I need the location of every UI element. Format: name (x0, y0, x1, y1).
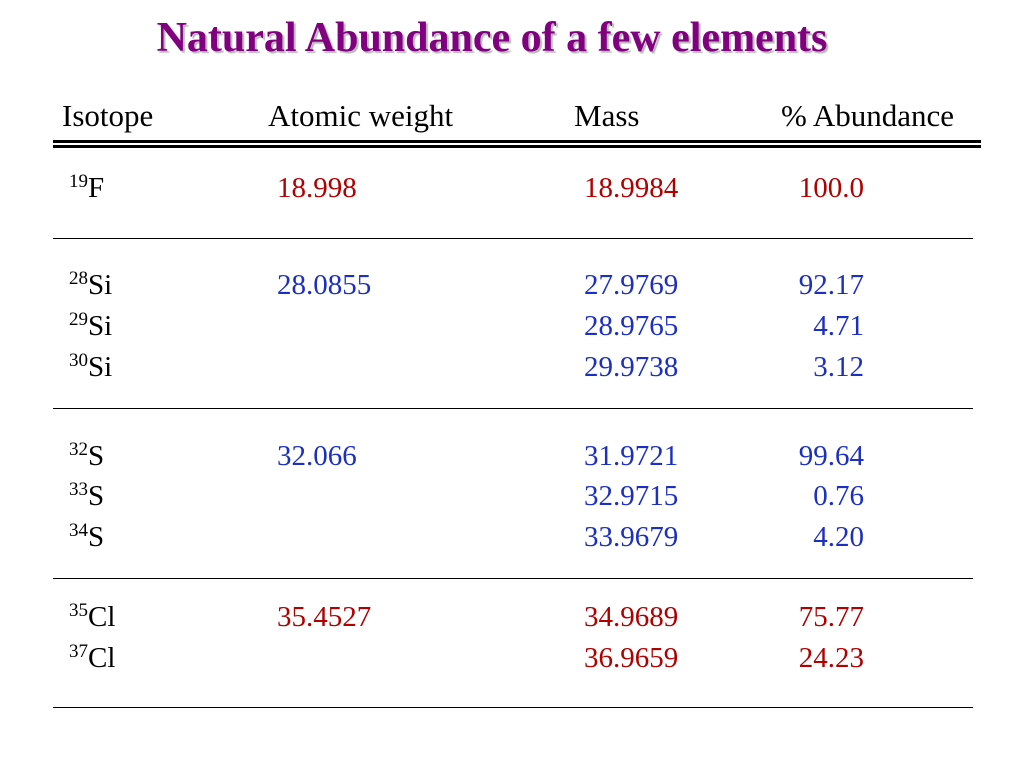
abundance-cell: 4.20 (813, 521, 864, 553)
header-double-rule (53, 140, 981, 148)
isotope-cell: 35Cl (69, 597, 115, 641)
mass-number: 19 (69, 171, 88, 192)
isotope-cell: 19F (69, 168, 104, 212)
mass-number: 33 (69, 479, 88, 500)
atomic-weight-cell: 28.0855 (277, 269, 372, 301)
mass-cell: 33.9679 (584, 521, 679, 553)
isotope-cell: 28Si (69, 265, 112, 309)
isotope-cell: 32S (69, 436, 104, 480)
element-symbol: Si (88, 269, 113, 301)
abundance-cell: 24.23 (798, 642, 864, 674)
mass-cell: 27.9769 (584, 269, 679, 301)
isotope-cell: 29Si (69, 306, 112, 350)
isotope-cell: 33S (69, 476, 104, 520)
element-symbol: S (88, 480, 105, 512)
mass-number: 34 (69, 520, 88, 541)
mass-number: 29 (69, 309, 88, 330)
header-abundance: % Abundance (781, 98, 955, 133)
page-title: Natural Abundance of a few elements (156, 15, 828, 61)
element-symbol: Cl (88, 601, 116, 633)
isotope-cell: 30Si (69, 347, 112, 391)
group-separator (53, 707, 973, 708)
group-separator (53, 238, 973, 239)
isotope-cell: 34S (69, 517, 104, 561)
isotope-cell: 37Cl (69, 638, 115, 682)
element-symbol: Cl (88, 642, 116, 674)
abundance-cell: 3.12 (813, 351, 864, 383)
abundance-cell: 4.71 (813, 310, 864, 342)
header-atomic-weight: Atomic weight (268, 98, 454, 133)
header-isotope: Isotope (62, 98, 154, 133)
mass-number: 28 (69, 268, 88, 289)
abundance-cell: 75.77 (798, 601, 864, 633)
element-symbol: S (88, 440, 105, 472)
mass-cell: 31.9721 (584, 440, 679, 472)
atomic-weight-cell: 35.4527 (277, 601, 372, 633)
mass-cell: 34.9689 (584, 601, 679, 633)
atomic-weight-cell: 32.066 (277, 440, 357, 472)
mass-cell: 28.9765 (584, 310, 679, 342)
mass-number: 35 (69, 600, 88, 621)
group-separator (53, 578, 973, 579)
abundance-cell: 92.17 (798, 269, 864, 301)
element-symbol: Si (88, 351, 113, 383)
abundance-cell: 99.64 (798, 440, 864, 472)
mass-number: 30 (69, 350, 88, 371)
atomic-weight-cell: 18.998 (277, 172, 357, 204)
abundance-cell: 100.0 (798, 172, 864, 204)
element-symbol: F (88, 172, 105, 204)
mass-cell: 32.9715 (584, 480, 679, 512)
mass-number: 32 (69, 439, 88, 460)
group-separator (53, 408, 973, 409)
header-mass: Mass (574, 98, 640, 133)
abundance-cell: 0.76 (813, 480, 864, 512)
mass-cell: 29.9738 (584, 351, 679, 383)
mass-cell: 36.9659 (584, 642, 679, 674)
element-symbol: S (88, 521, 105, 553)
mass-number: 37 (69, 641, 88, 662)
element-symbol: Si (88, 310, 113, 342)
mass-cell: 18.9984 (584, 172, 679, 204)
